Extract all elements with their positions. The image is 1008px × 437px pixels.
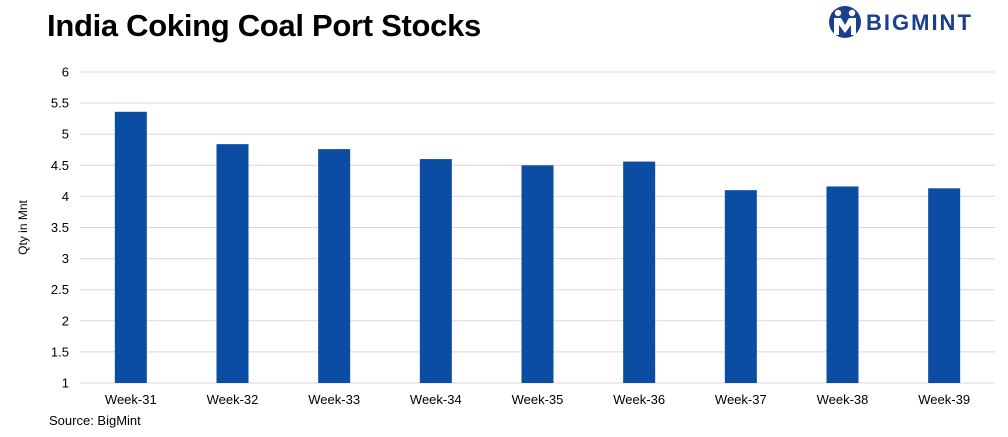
- x-tick-label: Week-37: [715, 392, 767, 407]
- y-tick-label: 2.5: [51, 282, 69, 297]
- bar-week-36: [623, 161, 656, 383]
- y-tick-label: 2: [62, 313, 69, 328]
- y-tick-label: 1.5: [51, 344, 69, 359]
- bar-week-39: [928, 188, 961, 383]
- x-tick-label: Week-31: [105, 392, 157, 407]
- x-axis-ticks: Week-31 Week-32 Week-33 Week-34 Week-35 Week-…: [105, 392, 970, 407]
- y-tick-label: 5: [62, 127, 69, 142]
- x-tick-label: Week-35: [512, 392, 564, 407]
- bar-week-37: [724, 190, 757, 383]
- y-tick-label: 1: [62, 376, 69, 391]
- y-tick-label: 3: [62, 251, 69, 266]
- bar-week-31: [114, 111, 147, 384]
- bigmint-logo-icon: [829, 6, 861, 38]
- brand-logo: BIGMINT: [828, 5, 973, 41]
- chart-title: India Coking Coal Port Stocks: [47, 8, 481, 43]
- x-tick-label: Week-34: [410, 392, 462, 407]
- x-tick-label: Week-38: [817, 392, 869, 407]
- bar-week-34: [419, 159, 452, 383]
- x-tick-label: Week-36: [613, 392, 665, 407]
- bars: [114, 111, 961, 384]
- y-axis-label: Qty in Mnt: [16, 199, 30, 254]
- bar-week-35: [521, 165, 554, 383]
- source-note: Source: BigMint: [49, 413, 141, 428]
- y-tick-label: 3.5: [51, 220, 69, 235]
- x-tick-label: Week-33: [308, 392, 360, 407]
- y-tick-label: 5.5: [51, 96, 69, 111]
- y-axis-ticks: 1 1.5 2 2.5 3 3.5 4 4.5 5 5.5 6: [51, 65, 69, 391]
- x-tick-label: Week-39: [918, 392, 970, 407]
- bar-week-38: [826, 186, 859, 383]
- y-tick-label: 4.5: [51, 158, 69, 173]
- x-tick-label: Week-32: [207, 392, 259, 407]
- bar-week-32: [216, 144, 249, 383]
- bar-week-33: [318, 149, 351, 383]
- y-tick-label: 6: [62, 65, 69, 80]
- y-tick-label: 4: [62, 189, 69, 204]
- brand-name: BIGMINT: [866, 10, 973, 35]
